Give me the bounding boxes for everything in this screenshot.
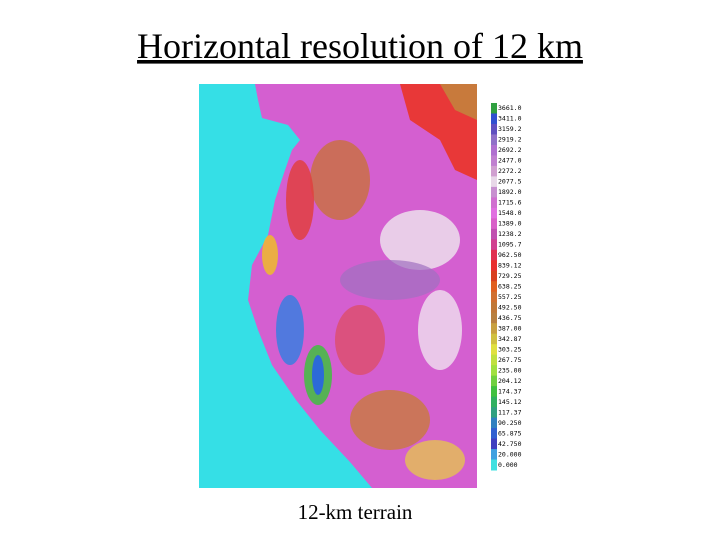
caption: 12-km terrain xyxy=(298,500,413,524)
colorbar-label: 2272.2 xyxy=(498,167,522,175)
terrain-patch xyxy=(286,160,314,240)
terrain-patch xyxy=(340,260,440,300)
colorbar-swatch xyxy=(491,207,497,219)
colorbar-label: 20.000 xyxy=(498,450,522,458)
colorbar-label: 90.250 xyxy=(498,419,522,427)
colorbar-label: 557.25 xyxy=(498,293,522,301)
colorbar-swatch xyxy=(491,103,497,114)
colorbar-swatch xyxy=(491,291,497,303)
colorbar-label: 1548.0 xyxy=(498,209,522,217)
colorbar-swatch xyxy=(491,218,497,230)
colorbar-label: 1389.0 xyxy=(498,220,522,228)
colorbar-label: 638.25 xyxy=(498,283,522,291)
colorbar-swatch xyxy=(491,428,497,440)
colorbar-swatch xyxy=(491,176,497,188)
colorbar-swatch xyxy=(491,249,497,261)
colorbar-swatch xyxy=(491,407,497,419)
colorbar-swatch xyxy=(491,260,497,272)
slide-title: Horizontal resolution of 12 km xyxy=(137,26,583,66)
colorbar-label: 42.750 xyxy=(498,440,522,448)
colorbar-label: 267.75 xyxy=(498,356,522,364)
colorbar-label: 2077.5 xyxy=(498,178,522,186)
colorbar-swatch xyxy=(491,281,497,293)
colorbar-label: 2477.0 xyxy=(498,157,522,165)
colorbar-label: 204.12 xyxy=(498,377,522,385)
colorbar-swatch xyxy=(491,113,497,125)
colorbar-swatch xyxy=(491,155,497,167)
colorbar-swatch xyxy=(491,165,497,177)
terrain-patch xyxy=(262,235,278,275)
terrain-patch xyxy=(350,390,430,450)
colorbar-label: 3661.0 xyxy=(498,104,522,112)
terrain-patch xyxy=(440,84,477,120)
colorbar-swatch xyxy=(491,134,497,146)
colorbar-swatch xyxy=(491,438,497,450)
colorbar: 3661.0 3411.0 3159.2 2919.2 2692.2 2477.0 2272… xyxy=(491,103,522,471)
colorbar-label: 65.875 xyxy=(498,429,522,437)
colorbar-swatch xyxy=(491,302,497,314)
colorbar-swatch xyxy=(491,396,497,408)
terrain-patch xyxy=(276,295,304,365)
terrain-patch xyxy=(312,355,324,395)
colorbar-swatch xyxy=(491,228,497,240)
colorbar-label: 3411.0 xyxy=(498,115,522,123)
colorbar-swatch xyxy=(491,186,497,198)
colorbar-label: 145.12 xyxy=(498,398,522,406)
colorbar-label: 436.75 xyxy=(498,314,522,322)
colorbar-label: 2692.2 xyxy=(498,146,522,154)
colorbar-label: 342.87 xyxy=(498,335,522,343)
colorbar-swatch xyxy=(491,144,497,156)
colorbar-label: 1238.2 xyxy=(498,230,522,238)
colorbar-swatch xyxy=(491,197,497,209)
colorbar-swatch xyxy=(491,123,497,135)
terrain-map xyxy=(199,84,477,488)
terrain-patch xyxy=(380,210,460,270)
colorbar-label: 235.00 xyxy=(498,366,522,374)
colorbar-label: 2919.2 xyxy=(498,136,522,144)
colorbar-label: 303.25 xyxy=(498,345,522,353)
colorbar-swatch xyxy=(491,449,497,461)
terrain-patch xyxy=(335,305,385,375)
colorbar-label: 962.50 xyxy=(498,251,522,259)
colorbar-swatch xyxy=(491,270,497,282)
colorbar-label: 0.000 xyxy=(498,461,518,469)
colorbar-swatch xyxy=(491,354,497,366)
colorbar-swatch xyxy=(491,417,497,429)
colorbar-label: 1715.6 xyxy=(498,199,522,207)
colorbar-label: 492.50 xyxy=(498,303,522,311)
colorbar-swatch xyxy=(491,323,497,335)
terrain-patch xyxy=(405,440,465,480)
colorbar-label: 117.37 xyxy=(498,408,522,416)
colorbar-swatch xyxy=(491,312,497,324)
colorbar-swatch xyxy=(491,344,497,356)
terrain-patch xyxy=(310,140,370,220)
colorbar-swatch xyxy=(491,239,497,251)
colorbar-label: 387.00 xyxy=(498,324,522,332)
colorbar-swatch xyxy=(491,365,497,377)
colorbar-swatch xyxy=(491,386,497,398)
colorbar-label: 174.37 xyxy=(498,387,522,395)
terrain-patch xyxy=(418,290,462,370)
colorbar-swatch xyxy=(491,459,497,471)
colorbar-label: 1892.0 xyxy=(498,188,522,196)
colorbar-label: 3159.2 xyxy=(498,125,522,133)
colorbar-label: 839.12 xyxy=(498,262,522,270)
colorbar-swatch xyxy=(491,375,497,387)
colorbar-label: 729.25 xyxy=(498,272,522,280)
colorbar-label: 1095.7 xyxy=(498,241,522,249)
colorbar-swatch xyxy=(491,333,497,345)
